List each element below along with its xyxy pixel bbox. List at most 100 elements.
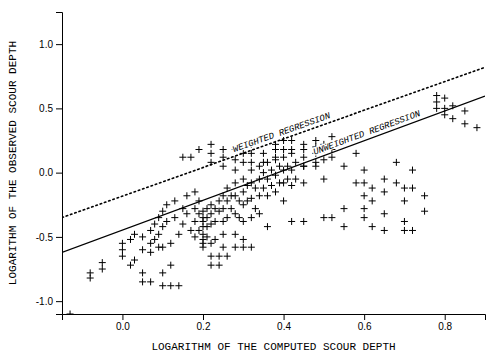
point — [163, 201, 170, 208]
point — [191, 218, 198, 225]
point — [159, 244, 166, 251]
point — [127, 262, 134, 269]
point — [139, 278, 146, 285]
point — [284, 176, 291, 183]
point — [260, 150, 267, 157]
point — [220, 244, 227, 251]
y-axis-tick: 0.0 — [39, 167, 62, 178]
point — [147, 227, 154, 234]
point — [248, 244, 255, 251]
x-axis-tick-mark — [445, 314, 446, 320]
y-axis-tick-label: 0.5 — [39, 103, 53, 114]
point — [99, 259, 106, 266]
x-axis-tick-mark — [122, 314, 123, 320]
point — [361, 205, 368, 212]
point — [369, 223, 376, 230]
point — [328, 154, 335, 161]
y-axis-tick-mark — [56, 108, 62, 109]
x-axis-tick-mark — [284, 314, 285, 320]
point — [163, 218, 170, 225]
point — [220, 218, 227, 225]
x-axis-tick-label: 0.6 — [358, 321, 372, 332]
point — [119, 240, 126, 247]
point — [119, 253, 126, 260]
point — [208, 141, 215, 148]
point — [272, 154, 279, 161]
point — [264, 192, 271, 199]
point — [179, 221, 186, 228]
point — [191, 205, 198, 212]
point — [361, 192, 368, 199]
y-axis-tick: -0.5 — [36, 232, 62, 243]
point — [256, 192, 263, 199]
point — [433, 98, 440, 105]
point — [272, 188, 279, 195]
point — [151, 221, 158, 228]
point — [139, 269, 146, 276]
y-axis-title: LOGARITHM OF THE OBSERVED SCOUR DEPTH — [7, 41, 19, 285]
point — [147, 278, 154, 285]
point — [441, 95, 448, 102]
point — [461, 120, 468, 127]
point — [312, 137, 319, 144]
point — [220, 205, 227, 212]
point — [361, 179, 368, 186]
point — [401, 185, 408, 192]
point — [393, 159, 400, 166]
y-axis-tick-label: 1.0 — [39, 39, 53, 50]
y-axis-tick-mark — [56, 301, 62, 302]
point — [127, 236, 134, 243]
point — [224, 253, 231, 260]
point — [212, 236, 219, 243]
point — [328, 214, 335, 221]
point — [191, 233, 198, 240]
point — [361, 167, 368, 174]
y-axis-tick: 1.0 — [39, 39, 62, 50]
point — [208, 210, 215, 217]
x-axis-tick: 0.0 — [116, 314, 130, 332]
point — [204, 205, 211, 212]
x-axis-line — [63, 315, 486, 321]
point — [131, 257, 138, 264]
x-axis: 0.00.20.40.60.8 — [63, 314, 486, 332]
point — [280, 154, 287, 161]
point — [381, 188, 388, 195]
point — [228, 205, 235, 212]
point — [280, 197, 287, 204]
point — [280, 179, 287, 186]
x-axis-tick-label: 0.2 — [197, 321, 211, 332]
point — [183, 210, 190, 217]
point — [421, 192, 428, 199]
point — [139, 233, 146, 240]
point — [175, 282, 182, 289]
y-axis-tick-mark — [56, 173, 62, 174]
point — [175, 231, 182, 238]
point — [381, 210, 388, 217]
point — [248, 167, 255, 174]
point — [236, 197, 243, 204]
point — [393, 179, 400, 186]
y-axis: -1.0-0.50.00.51.0 — [36, 13, 63, 315]
point — [252, 205, 259, 212]
point — [252, 185, 259, 192]
point — [361, 214, 368, 221]
point — [473, 124, 480, 131]
point — [240, 159, 247, 166]
point — [151, 236, 158, 243]
point — [341, 223, 348, 230]
point — [320, 214, 327, 221]
x-axis-tick: 0.4 — [277, 314, 291, 332]
point — [320, 176, 327, 183]
point — [191, 188, 198, 195]
x-axis-tick: 0.6 — [358, 314, 372, 332]
point — [369, 185, 376, 192]
point — [187, 154, 194, 161]
point — [240, 218, 247, 225]
point — [208, 262, 215, 269]
point — [288, 218, 295, 225]
point — [204, 214, 211, 221]
point — [67, 311, 74, 315]
point — [268, 182, 275, 189]
regression-line — [62, 96, 485, 252]
y-axis-tick-label: 0.0 — [39, 167, 53, 178]
